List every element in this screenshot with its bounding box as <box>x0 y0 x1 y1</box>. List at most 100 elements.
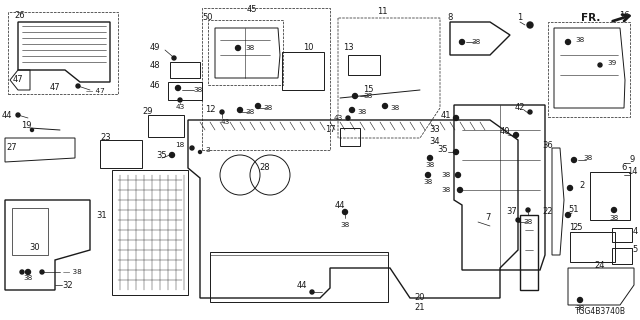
Text: 48: 48 <box>150 60 160 69</box>
Circle shape <box>577 298 582 302</box>
Text: 36: 36 <box>543 140 554 149</box>
Circle shape <box>460 39 465 44</box>
Text: 21: 21 <box>415 303 425 313</box>
Text: 44: 44 <box>2 110 12 119</box>
Text: 43: 43 <box>220 119 230 125</box>
Circle shape <box>611 207 616 212</box>
Text: 38: 38 <box>193 87 203 93</box>
Text: 1: 1 <box>570 223 575 233</box>
Text: 26: 26 <box>15 11 26 20</box>
Text: 38: 38 <box>575 305 584 311</box>
Text: 33: 33 <box>429 125 440 134</box>
Text: 12: 12 <box>205 106 215 115</box>
Circle shape <box>40 270 44 274</box>
Text: 3: 3 <box>205 147 211 153</box>
Text: 38: 38 <box>426 162 435 168</box>
Bar <box>570 232 615 262</box>
Text: 38: 38 <box>442 187 451 193</box>
Circle shape <box>175 85 180 91</box>
Circle shape <box>454 149 458 155</box>
Bar <box>548 22 630 117</box>
Text: 35: 35 <box>157 150 167 159</box>
Circle shape <box>428 156 433 161</box>
Text: 1: 1 <box>517 13 523 22</box>
Text: 2: 2 <box>579 180 584 189</box>
Text: 20: 20 <box>415 293 425 302</box>
Text: 42: 42 <box>515 103 525 113</box>
Text: 25: 25 <box>573 223 583 233</box>
Text: 16: 16 <box>619 11 629 20</box>
Text: 38: 38 <box>357 109 367 115</box>
Text: 4: 4 <box>632 228 637 236</box>
Circle shape <box>26 269 31 275</box>
Text: 13: 13 <box>342 44 353 52</box>
Text: 38: 38 <box>390 105 399 111</box>
Bar <box>208 20 283 85</box>
Text: 10: 10 <box>303 44 313 52</box>
Text: 38: 38 <box>609 215 619 221</box>
Text: 38: 38 <box>584 155 593 161</box>
Circle shape <box>526 208 530 212</box>
Circle shape <box>220 110 224 114</box>
Bar <box>612 248 632 264</box>
Circle shape <box>458 188 463 193</box>
Text: TGG4B3740B: TGG4B3740B <box>575 308 625 316</box>
Text: 32: 32 <box>63 281 74 290</box>
Circle shape <box>342 210 348 214</box>
Text: 38: 38 <box>472 39 481 45</box>
Text: 39: 39 <box>607 60 616 66</box>
Text: 27: 27 <box>6 143 17 153</box>
Circle shape <box>16 113 20 117</box>
Text: 23: 23 <box>100 132 111 141</box>
Circle shape <box>76 84 80 88</box>
Text: — 47: — 47 <box>86 88 104 94</box>
Text: 38: 38 <box>524 219 532 225</box>
Text: 51: 51 <box>569 205 579 214</box>
Text: 47: 47 <box>13 75 23 84</box>
Text: 24: 24 <box>595 260 605 269</box>
Circle shape <box>353 93 358 99</box>
Text: 31: 31 <box>97 211 108 220</box>
Circle shape <box>190 146 194 150</box>
Text: 18: 18 <box>175 142 184 148</box>
Text: 19: 19 <box>20 121 31 130</box>
Circle shape <box>236 45 241 51</box>
Text: 47: 47 <box>50 84 60 92</box>
Circle shape <box>528 110 532 114</box>
Text: 38: 38 <box>340 222 349 228</box>
Text: 5: 5 <box>632 245 637 254</box>
Circle shape <box>346 116 350 120</box>
Circle shape <box>598 63 602 67</box>
Bar <box>202 8 330 150</box>
Text: 6: 6 <box>621 164 627 172</box>
Text: FR.: FR. <box>580 13 600 23</box>
Text: 15: 15 <box>363 85 373 94</box>
Bar <box>8 12 118 94</box>
Circle shape <box>310 290 314 294</box>
Text: 43: 43 <box>175 104 184 110</box>
Text: 38: 38 <box>245 45 255 51</box>
Bar <box>340 128 360 146</box>
Text: 9: 9 <box>629 156 635 164</box>
Text: 44: 44 <box>335 201 345 210</box>
Circle shape <box>456 172 461 178</box>
Text: 38: 38 <box>245 109 255 115</box>
Text: 41: 41 <box>441 110 451 119</box>
Text: 17: 17 <box>324 125 335 134</box>
Circle shape <box>255 103 260 108</box>
Text: 38: 38 <box>264 105 273 111</box>
Text: 14: 14 <box>627 167 637 177</box>
Circle shape <box>527 22 533 28</box>
Circle shape <box>426 172 431 178</box>
Circle shape <box>172 56 176 60</box>
Text: 29: 29 <box>143 108 153 116</box>
Bar <box>148 115 184 137</box>
Circle shape <box>178 98 182 102</box>
Circle shape <box>237 108 243 113</box>
Bar <box>100 140 142 168</box>
Circle shape <box>198 150 202 154</box>
Text: 34: 34 <box>429 138 440 147</box>
Text: 38: 38 <box>424 179 433 185</box>
Bar <box>282 52 324 90</box>
Circle shape <box>383 103 387 108</box>
